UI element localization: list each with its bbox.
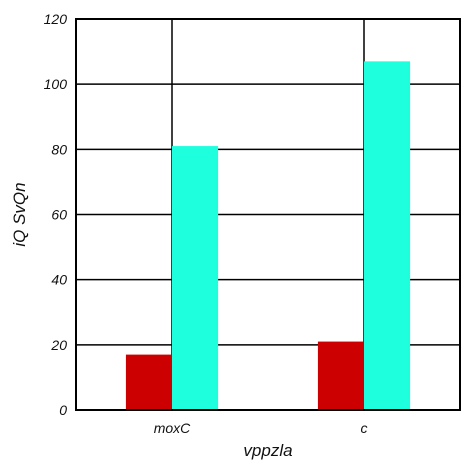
y-tick-label: 20 xyxy=(50,337,67,353)
bar-series-2-moxC xyxy=(172,146,219,410)
y-tick-label: 40 xyxy=(51,272,67,288)
y-tick-label: 0 xyxy=(59,402,67,418)
y-axis-title: iQ SvQn xyxy=(10,182,29,246)
bars-layer xyxy=(125,61,411,410)
y-tick-label: 80 xyxy=(51,141,67,157)
x-tick-label: moxC xyxy=(154,420,191,436)
y-tick-label: 120 xyxy=(44,11,68,27)
x-tick-labels: moxC c xyxy=(154,420,368,436)
plot-frame xyxy=(75,18,461,411)
bar-series-2-c xyxy=(364,61,411,410)
y-tick-label: 100 xyxy=(44,76,68,92)
bar-series-1-c xyxy=(317,341,364,410)
y-tick-labels: 0 20 40 60 80 100 120 xyxy=(44,11,68,418)
x-axis-title: vppzla xyxy=(243,441,292,460)
y-tick-label: 60 xyxy=(51,207,67,223)
x-tick-label: c xyxy=(361,420,368,436)
bar-series-1-moxC xyxy=(125,354,172,410)
